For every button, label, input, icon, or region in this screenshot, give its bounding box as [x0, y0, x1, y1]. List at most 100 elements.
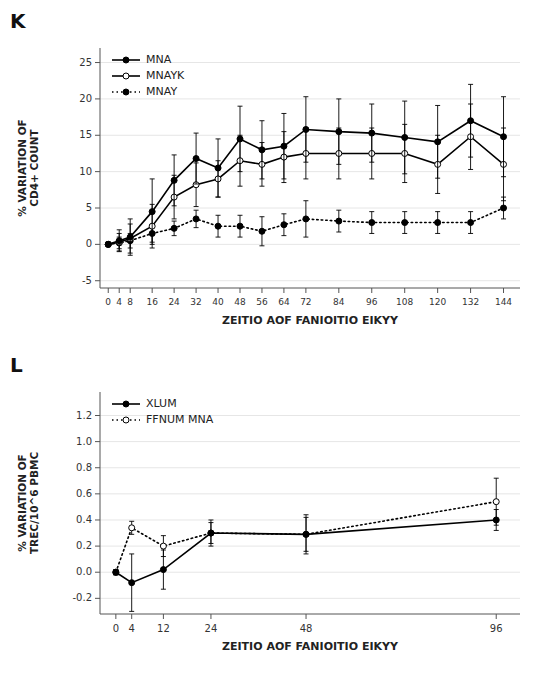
error-cap — [117, 229, 122, 230]
error-cap — [129, 611, 134, 612]
error-bar — [336, 210, 341, 232]
x-tick — [108, 288, 109, 293]
error-bar — [402, 101, 407, 174]
x-tick — [240, 288, 241, 293]
point — [105, 241, 111, 247]
legend-item: MNA — [112, 53, 172, 66]
x-tick-label: 120 — [429, 297, 446, 307]
error-bar — [238, 106, 243, 171]
y-tick — [95, 546, 100, 547]
error-cap — [194, 206, 199, 207]
error-cap — [161, 550, 166, 551]
figure: -505101520250481624324048566472849610812… — [0, 0, 537, 688]
y-tick-label: 0.8 — [76, 462, 92, 473]
point — [281, 143, 287, 149]
error-cap — [303, 178, 308, 179]
point — [171, 177, 177, 183]
error-cap — [238, 215, 243, 216]
y-tick-label: 15 — [79, 129, 92, 140]
x-tick — [338, 288, 339, 293]
panel: -505101520250481624324048566472849610812… — [10, 9, 520, 327]
error-bar — [435, 212, 440, 234]
error-bar — [172, 155, 177, 206]
x-tick-label: 24 — [168, 297, 180, 307]
error-cap — [468, 211, 473, 212]
x-tick-label: 56 — [256, 297, 268, 307]
x-tick — [305, 288, 306, 293]
y-tick — [95, 135, 100, 136]
grid-line — [100, 171, 520, 172]
x-tick-label: 48 — [300, 623, 313, 634]
legend-item: FFNUM MNA — [112, 413, 214, 426]
point — [193, 216, 199, 222]
error-cap — [501, 176, 506, 177]
point — [435, 220, 441, 226]
legend-marker — [123, 57, 129, 63]
x-tick — [210, 614, 211, 619]
error-cap — [304, 551, 309, 552]
x-tick — [404, 288, 405, 293]
error-cap — [259, 245, 264, 246]
y-axis-label-line: % VARIATION OF — [16, 454, 28, 552]
x-tick — [306, 614, 307, 619]
error-bar — [194, 210, 199, 227]
error-bar — [494, 478, 499, 525]
error-cap — [281, 213, 286, 214]
error-cap — [172, 154, 177, 155]
y-tick-label: -0.2 — [72, 592, 92, 603]
y-tick-label: 25 — [79, 57, 92, 68]
panel-label: K — [10, 9, 27, 33]
error-bar — [468, 212, 473, 234]
error-cap — [216, 237, 221, 238]
error-cap — [194, 227, 199, 228]
x-tick-label: 144 — [495, 297, 512, 307]
point — [127, 234, 133, 240]
error-cap — [336, 164, 341, 165]
y-tick — [95, 572, 100, 573]
error-cap — [117, 251, 122, 252]
x-tick — [131, 614, 132, 619]
x-tick-label: 72 — [300, 297, 311, 307]
error-cap — [238, 237, 243, 238]
x-tick — [283, 288, 284, 293]
error-cap — [501, 218, 506, 219]
point — [105, 241, 111, 247]
legend-label: MNA — [146, 53, 172, 66]
error-cap — [194, 210, 199, 211]
point — [113, 569, 119, 575]
legend-item: XLUM — [112, 397, 177, 410]
error-cap — [435, 105, 440, 106]
error-cap — [435, 178, 440, 179]
error-cap — [194, 184, 199, 185]
error-cap — [238, 106, 243, 107]
x-axis — [100, 288, 520, 289]
error-cap — [150, 178, 155, 179]
point — [468, 118, 474, 124]
error-cap — [129, 553, 134, 554]
error-bar — [128, 219, 133, 255]
x-tick-label: 0 — [105, 297, 111, 307]
x-tick — [496, 614, 497, 619]
error-cap — [494, 530, 499, 531]
grid-line — [100, 519, 520, 520]
error-cap — [435, 233, 440, 234]
point — [116, 238, 122, 244]
error-bar — [150, 179, 155, 244]
x-tick-label: 84 — [333, 297, 345, 307]
y-axis-label-line: TREC/10^6 PBMC — [28, 452, 40, 554]
x-tick — [130, 288, 131, 293]
error-cap — [468, 157, 473, 158]
y-tick-label: 10 — [79, 166, 92, 177]
x-tick-label: 4 — [116, 297, 122, 307]
error-cap — [150, 248, 155, 249]
point — [369, 220, 375, 226]
x-tick — [261, 288, 262, 293]
error-cap — [161, 535, 166, 536]
error-bar — [129, 554, 134, 611]
x-tick — [174, 288, 175, 293]
panel-label: L — [10, 353, 23, 377]
series — [105, 84, 506, 255]
error-cap — [216, 138, 221, 139]
y-tick — [95, 467, 100, 468]
point — [281, 222, 287, 228]
